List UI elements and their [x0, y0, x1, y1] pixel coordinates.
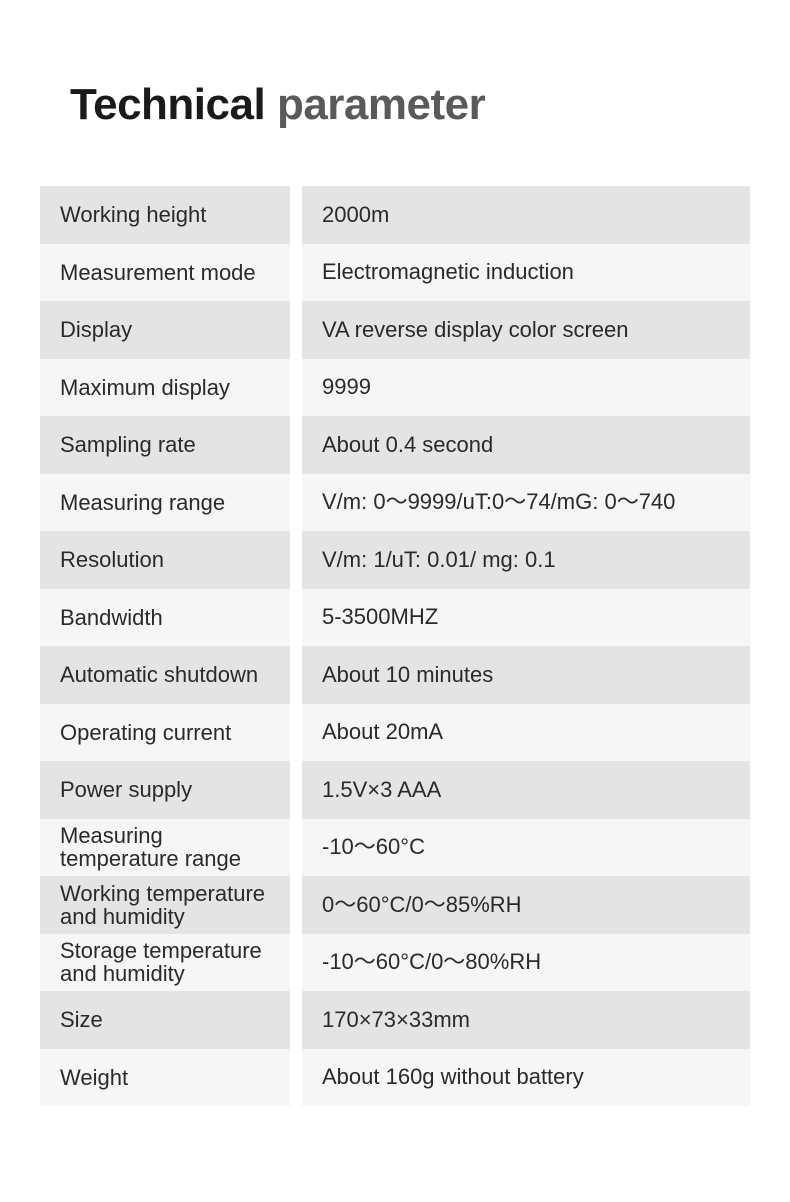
- spec-value: -10～60°C/0～80%RH: [302, 934, 750, 992]
- table-row: Bandwidth 5-3500MHZ: [40, 589, 750, 647]
- column-gap: [290, 876, 302, 934]
- spec-value: About 0.4 second: [302, 416, 750, 474]
- page-container: Technical parameter Working height 2000m…: [0, 0, 790, 1106]
- table-row: Size 170×73×33mm: [40, 991, 750, 1049]
- spec-value: 170×73×33mm: [302, 991, 750, 1049]
- spec-value: VA reverse display color screen: [302, 301, 750, 359]
- title-word-1: Technical: [70, 80, 265, 129]
- spec-value: -10～60°C: [302, 819, 750, 877]
- spec-label: Measuring range: [40, 474, 290, 532]
- table-row: Measuring temperature range -10～60°C: [40, 819, 750, 877]
- spec-value: Electromagnetic induction: [302, 244, 750, 302]
- column-gap: [290, 416, 302, 474]
- spec-label: Measuring temperature range: [40, 819, 290, 877]
- table-row: Power supply 1.5V×3 AAA: [40, 761, 750, 819]
- column-gap: [290, 934, 302, 992]
- title-word-2: parameter: [277, 80, 485, 129]
- column-gap: [290, 991, 302, 1049]
- table-row: Working height 2000m: [40, 186, 750, 244]
- spec-value: V/m: 0～9999/uT:0～74/mG: 0～740: [302, 474, 750, 532]
- table-row: Display VA reverse display color screen: [40, 301, 750, 359]
- spec-label: Operating current: [40, 704, 290, 762]
- table-row: Resolution V/m: 1/uT: 0.01/ mg: 0.1: [40, 531, 750, 589]
- spec-value: 9999: [302, 359, 750, 417]
- spec-value: V/m: 1/uT: 0.01/ mg: 0.1: [302, 531, 750, 589]
- column-gap: [290, 646, 302, 704]
- table-row: Measuring range V/m: 0～9999/uT:0～74/mG: …: [40, 474, 750, 532]
- table-row: Weight About 160g without battery: [40, 1049, 750, 1107]
- column-gap: [290, 244, 302, 302]
- column-gap: [290, 531, 302, 589]
- spec-value: 2000m: [302, 186, 750, 244]
- spec-value: 5-3500MHZ: [302, 589, 750, 647]
- spec-label: Automatic shutdown: [40, 646, 290, 704]
- spec-value: 0～60°C/0～85%RH: [302, 876, 750, 934]
- spec-label: Sampling rate: [40, 416, 290, 474]
- table-row: Maximum display 9999: [40, 359, 750, 417]
- column-gap: [290, 761, 302, 819]
- page-title: Technical parameter: [70, 80, 750, 130]
- column-gap: [290, 704, 302, 762]
- column-gap: [290, 301, 302, 359]
- spec-value: 1.5V×3 AAA: [302, 761, 750, 819]
- table-row: Automatic shutdown About 10 minutes: [40, 646, 750, 704]
- spec-label: Bandwidth: [40, 589, 290, 647]
- spec-label: Display: [40, 301, 290, 359]
- table-row: Working temperature and humidity 0～60°C/…: [40, 876, 750, 934]
- spec-label: Resolution: [40, 531, 290, 589]
- spec-label: Size: [40, 991, 290, 1049]
- column-gap: [290, 819, 302, 877]
- spec-value: About 10 minutes: [302, 646, 750, 704]
- spec-value: About 160g without battery: [302, 1049, 750, 1107]
- spec-label: Storage temperature and humidity: [40, 934, 290, 992]
- column-gap: [290, 186, 302, 244]
- spec-table: Working height 2000m Measurement mode El…: [40, 186, 750, 1106]
- table-row: Operating current About 20mA: [40, 704, 750, 762]
- column-gap: [290, 1049, 302, 1107]
- column-gap: [290, 589, 302, 647]
- spec-label: Working temperature and humidity: [40, 876, 290, 934]
- spec-label: Working height: [40, 186, 290, 244]
- spec-value: About 20mA: [302, 704, 750, 762]
- table-row: Sampling rate About 0.4 second: [40, 416, 750, 474]
- spec-label: Maximum display: [40, 359, 290, 417]
- spec-label: Weight: [40, 1049, 290, 1107]
- column-gap: [290, 359, 302, 417]
- table-row: Measurement mode Electromagnetic inducti…: [40, 244, 750, 302]
- column-gap: [290, 474, 302, 532]
- table-row: Storage temperature and humidity -10～60°…: [40, 934, 750, 992]
- spec-label: Power supply: [40, 761, 290, 819]
- spec-label: Measurement mode: [40, 244, 290, 302]
